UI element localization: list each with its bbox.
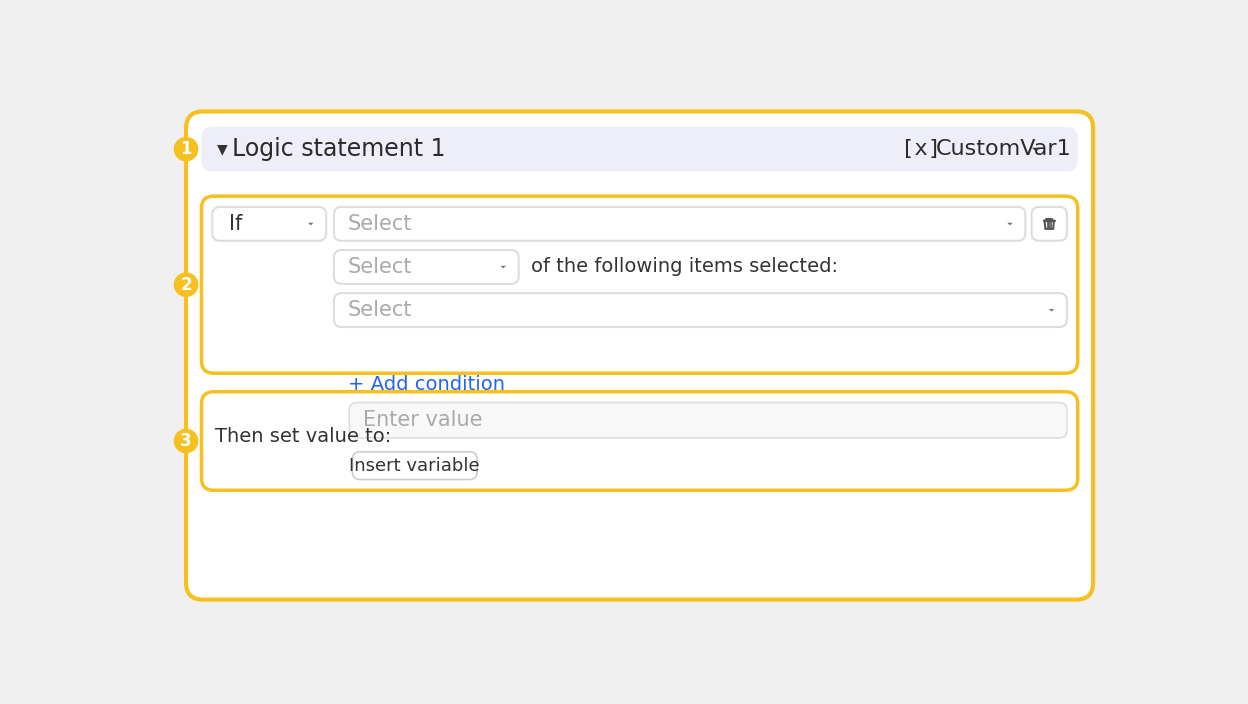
FancyBboxPatch shape — [212, 207, 326, 241]
Text: 2: 2 — [180, 276, 192, 294]
FancyBboxPatch shape — [201, 391, 1078, 490]
Text: Select: Select — [348, 214, 412, 234]
Polygon shape — [500, 266, 505, 268]
Circle shape — [173, 429, 198, 453]
Text: of the following items selected:: of the following items selected: — [532, 258, 837, 277]
Text: 3: 3 — [180, 432, 192, 450]
Text: Then set value to:: Then set value to: — [216, 427, 392, 446]
Text: Select: Select — [348, 257, 412, 277]
FancyBboxPatch shape — [1032, 207, 1067, 241]
Polygon shape — [1032, 148, 1038, 151]
Text: Select: Select — [348, 300, 412, 320]
FancyBboxPatch shape — [201, 127, 1078, 172]
FancyBboxPatch shape — [201, 196, 1078, 373]
Text: Logic statement 1: Logic statement 1 — [232, 137, 446, 161]
Circle shape — [173, 137, 198, 161]
FancyBboxPatch shape — [349, 403, 1067, 438]
Text: 1: 1 — [180, 140, 192, 158]
FancyBboxPatch shape — [334, 250, 519, 284]
Text: If: If — [230, 214, 242, 234]
Text: Insert variable: Insert variable — [349, 457, 480, 474]
FancyBboxPatch shape — [352, 452, 477, 479]
Polygon shape — [1048, 309, 1055, 312]
Circle shape — [173, 272, 198, 297]
Text: CustomVar1: CustomVar1 — [936, 139, 1072, 159]
Polygon shape — [1007, 222, 1012, 225]
Polygon shape — [308, 222, 313, 225]
Text: + Add condition: + Add condition — [348, 375, 504, 394]
FancyBboxPatch shape — [186, 111, 1093, 600]
FancyBboxPatch shape — [334, 207, 1026, 241]
Text: Enter value: Enter value — [363, 410, 483, 430]
FancyBboxPatch shape — [334, 293, 1067, 327]
Text: [x]: [x] — [901, 139, 941, 159]
Text: ▼: ▼ — [217, 142, 227, 156]
